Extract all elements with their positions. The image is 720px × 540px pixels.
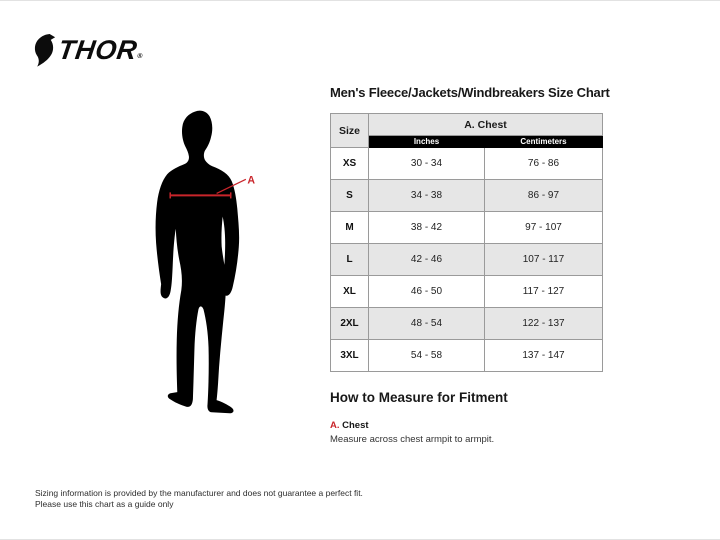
measure-key-letter: A. — [330, 420, 340, 431]
measure-guide-heading: How to Measure for Fitment — [330, 390, 508, 405]
measure-guide: How to Measure for Fitment A. Chest Meas… — [330, 390, 508, 445]
size-cell: XL — [330, 275, 369, 308]
centimeters-cell: 86 - 97 — [484, 179, 603, 212]
inches-cell: 38 - 42 — [368, 211, 485, 244]
size-cell: XS — [330, 147, 369, 180]
disclaimer-line-1: Sizing information is provided by the ma… — [35, 488, 363, 498]
inches-cell: 42 - 46 — [368, 243, 485, 276]
centimeters-cell: 117 - 127 — [484, 275, 603, 308]
column-header-chest: A. Chest — [368, 113, 603, 136]
size-cell: L — [330, 243, 369, 276]
centimeters-cell: 137 - 147 — [484, 339, 603, 372]
brand-logo: THOR® — [33, 34, 145, 74]
inches-cell: 30 - 34 — [368, 147, 485, 180]
centimeters-cell: 76 - 86 — [484, 147, 603, 180]
thor-head-icon — [33, 34, 56, 67]
chest-marker-label: A — [247, 174, 255, 186]
size-cell: S — [330, 179, 369, 212]
table-row-xl: XL 46 - 50 117 - 127 — [330, 275, 603, 308]
male-silhouette — [155, 110, 240, 414]
inches-cell: 34 - 38 — [368, 179, 485, 212]
table-row-m: M 38 - 42 97 - 107 — [330, 211, 603, 244]
header-row-units: Inches Centimeters — [331, 135, 603, 148]
inches-cell: 54 - 58 — [368, 339, 485, 372]
measure-item-chest: A. Chest Measure across chest armpit to … — [330, 420, 508, 445]
column-header-centimeters: Centimeters — [484, 135, 603, 148]
centimeters-cell: 97 - 107 — [484, 211, 603, 244]
inches-cell: 48 - 54 — [368, 307, 485, 340]
measurement-figure: A — [146, 106, 262, 422]
measure-key-label: Chest — [342, 420, 369, 431]
inches-cell: 46 - 50 — [368, 275, 485, 308]
measure-item-title: A. Chest — [330, 420, 508, 431]
header-row-group: Size A. Chest — [330, 113, 603, 148]
chest-measurement-marker: A — [169, 174, 255, 199]
size-cell: 3XL — [330, 339, 369, 372]
table-row-3xl: 3XL 54 - 58 137 - 147 — [330, 339, 603, 372]
table-row-l: L 42 - 46 107 - 117 — [330, 243, 603, 276]
table-row-2xl: 2XL 48 - 54 122 - 137 — [330, 307, 603, 340]
size-chart-title: Men's Fleece/Jackets/Windbreakers Size C… — [330, 85, 610, 100]
brand-name: THOR® — [55, 34, 145, 74]
column-header-size: Size — [330, 113, 369, 148]
centimeters-cell: 122 - 137 — [484, 307, 603, 340]
size-cell: M — [330, 211, 369, 244]
column-header-inches: Inches — [368, 135, 485, 148]
sizing-disclaimer: Sizing information is provided by the ma… — [35, 488, 363, 510]
measure-item-description: Measure across chest armpit to armpit. — [330, 434, 495, 445]
table-row-s: S 34 - 38 86 - 97 — [330, 179, 603, 212]
size-cell: 2XL — [330, 307, 369, 340]
registered-trademark: ® — [136, 53, 144, 60]
table-row-xs: XS 30 - 34 76 - 86 — [330, 147, 603, 180]
size-chart-table: Size A. Chest Inches Centimeters XS 30 -… — [330, 113, 603, 372]
centimeters-cell: 107 - 117 — [484, 243, 603, 276]
brand-wordmark: THOR — [56, 35, 140, 65]
disclaimer-line-2: Please use this chart as a guide only — [35, 499, 174, 509]
